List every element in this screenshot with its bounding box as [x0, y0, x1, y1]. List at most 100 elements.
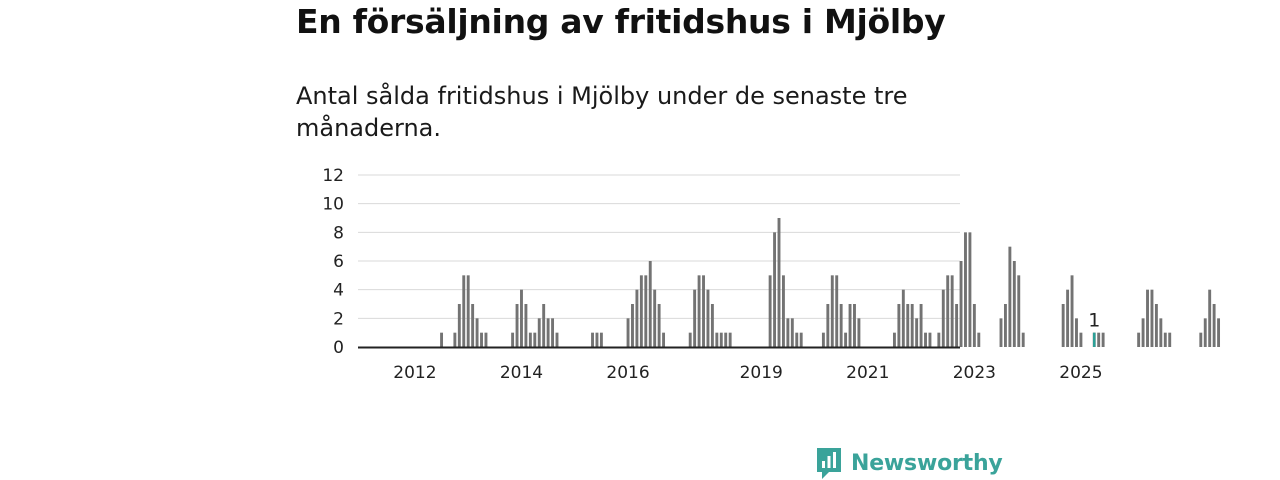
bar: [768, 275, 772, 347]
bar: [1212, 304, 1216, 347]
chart-subtitle: Antal sålda fritidshus i Mjölby under de…: [296, 82, 908, 142]
bar: [1141, 318, 1145, 347]
bar: [1217, 318, 1221, 347]
bar: [1021, 332, 1025, 347]
bar: [795, 332, 799, 347]
bar: [1168, 332, 1172, 347]
newsworthy-brand[interactable]: Newsworthy: [815, 446, 1003, 480]
bar: [968, 232, 972, 347]
bar: [1061, 304, 1065, 347]
bar: [821, 332, 825, 347]
bar: [959, 261, 963, 347]
bar: [1137, 332, 1141, 347]
y-tick-label: 12: [322, 166, 344, 186]
bar: [520, 289, 523, 347]
bar: [915, 318, 919, 347]
bar: [844, 332, 848, 347]
bar: [964, 232, 967, 347]
bar: [906, 304, 910, 347]
bar: [928, 332, 932, 347]
bar: [848, 304, 852, 347]
highlight-bar: [1093, 332, 1096, 347]
bar: [635, 289, 639, 347]
bar: [702, 275, 705, 347]
bar: [728, 332, 732, 347]
bar: [599, 332, 603, 347]
bar: [440, 332, 444, 347]
bar: [1066, 289, 1070, 347]
bar: [946, 275, 950, 347]
bar: [653, 289, 657, 347]
y-tick-label: 8: [333, 223, 344, 243]
bar: [537, 318, 541, 347]
gridlines: [358, 174, 960, 319]
brand-name: Newsworthy: [851, 450, 1003, 476]
bar: [773, 232, 777, 347]
x-tick-label: 2016: [606, 363, 649, 383]
bar: [977, 332, 981, 347]
x-tick-label: 2019: [740, 363, 783, 383]
bar: [1012, 261, 1016, 347]
bar: [901, 289, 905, 347]
y-tick-label: 0: [333, 338, 344, 358]
bar: [662, 332, 666, 347]
bar: [657, 304, 661, 347]
x-axis-labels: 2012 2014 2016 2019 2021 2023 2025: [393, 363, 1102, 383]
bar: [591, 332, 594, 347]
highlight-data-label: 1: [1088, 310, 1100, 332]
bar: [1163, 332, 1167, 347]
bar: [475, 318, 479, 347]
bar: [524, 304, 528, 347]
y-tick-label: 10: [322, 195, 344, 215]
bar: [551, 318, 555, 347]
bar: [533, 332, 537, 347]
bar: [955, 304, 959, 347]
bar: [466, 275, 470, 347]
bar: [1101, 332, 1105, 347]
bar: [595, 332, 599, 347]
bar: [826, 304, 830, 347]
bar: [910, 304, 914, 347]
bar: [1159, 318, 1163, 347]
bar: [950, 275, 954, 347]
bars: [440, 218, 1221, 347]
bar: [528, 332, 532, 347]
bar: [1150, 289, 1154, 347]
bar: [693, 289, 697, 347]
bar: [839, 304, 843, 347]
bar: [892, 332, 896, 347]
chart-title: En försäljning av fritidshus i Mjölby: [296, 2, 946, 41]
x-tick-label: 2014: [500, 363, 543, 383]
bar: [799, 332, 803, 347]
x-tick-label: 2025: [1059, 363, 1102, 383]
bar: [471, 304, 475, 347]
bar: [1017, 275, 1021, 347]
y-axis-labels: 0 2 4 6 8 10 12: [322, 166, 344, 358]
y-tick-label: 4: [333, 281, 344, 301]
bar: [697, 275, 701, 347]
bar: [1154, 304, 1158, 347]
bar: [1003, 304, 1007, 347]
bar: [919, 304, 923, 347]
bar: [644, 275, 648, 347]
bar: [941, 289, 945, 347]
bar: [484, 332, 488, 347]
bar: [830, 275, 834, 347]
x-tick-label: 2023: [953, 363, 996, 383]
bar: [462, 275, 466, 347]
bar: [1075, 318, 1078, 347]
bar: [777, 218, 781, 347]
bar: [515, 304, 519, 347]
y-tick-label: 6: [333, 252, 344, 272]
bar: [706, 289, 710, 347]
bar: [648, 261, 652, 347]
bar: [937, 332, 941, 347]
bar: [639, 275, 643, 347]
bar: [1208, 289, 1212, 347]
bar: [897, 304, 901, 347]
bar: [1146, 289, 1149, 347]
bar-chart: 0 2 4 6 8 10 12 2012 2014 2016 2019 2021 2023 2025 1: [322, 166, 1221, 383]
bar: [688, 332, 692, 347]
bar: [555, 332, 559, 347]
bar: [781, 275, 785, 347]
